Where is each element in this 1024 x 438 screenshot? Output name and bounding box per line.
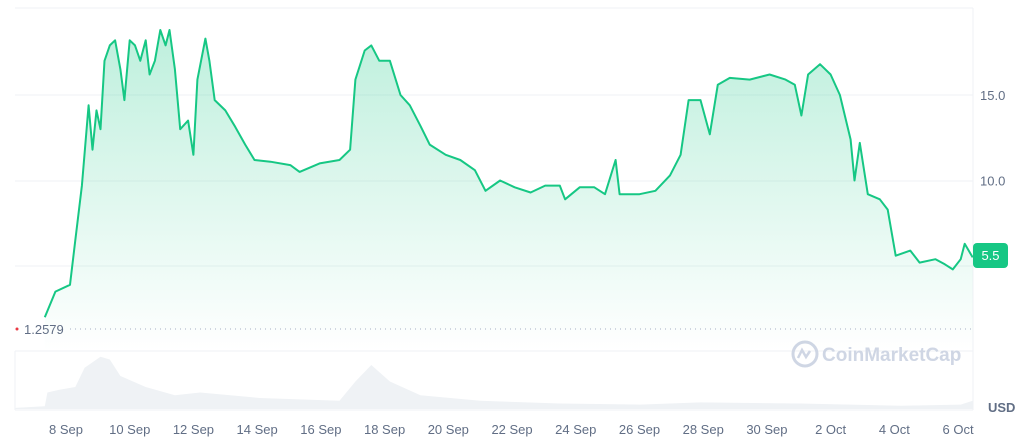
x-tick-label: 10 Sep: [109, 422, 150, 437]
x-tick-label: 30 Sep: [746, 422, 787, 437]
x-tick-label: 24 Sep: [555, 422, 596, 437]
x-tick-label: 14 Sep: [237, 422, 278, 437]
y-tick-label: 10.0: [980, 174, 1005, 189]
volume-area: [15, 356, 973, 409]
price-line: [43, 29, 974, 318]
x-tick-label: 20 Sep: [428, 422, 469, 437]
price-area-fill: [44, 30, 973, 351]
x-tick-label: 12 Sep: [173, 422, 214, 437]
x-tick-label: 2 Oct: [815, 422, 846, 437]
x-tick-label: 16 Sep: [300, 422, 341, 437]
current-price-label: 5.5: [981, 248, 999, 263]
x-tick-label: 28 Sep: [683, 422, 724, 437]
min-price-label: 1.2579: [24, 322, 64, 337]
x-tick-label: 26 Sep: [619, 422, 660, 437]
currency-label: USD: [988, 400, 1015, 415]
min-price-marker: [15, 327, 19, 331]
current-price-badge: 5.5: [973, 243, 1008, 268]
x-tick-label: 18 Sep: [364, 422, 405, 437]
x-tick-label: 8 Sep: [49, 422, 83, 437]
x-tick-label: 22 Sep: [491, 422, 532, 437]
y-tick-label: 15.0: [980, 88, 1005, 103]
x-tick-label: 6 Oct: [943, 422, 974, 437]
x-tick-label: 4 Oct: [879, 422, 910, 437]
